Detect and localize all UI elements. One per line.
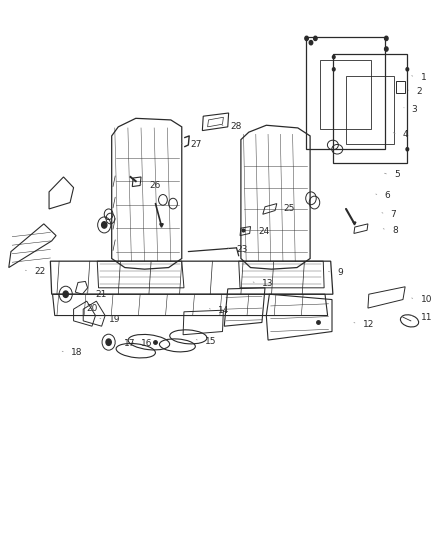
Circle shape — [305, 36, 308, 41]
Circle shape — [385, 36, 388, 41]
Circle shape — [406, 148, 409, 151]
Circle shape — [332, 68, 335, 71]
Text: 6: 6 — [385, 191, 390, 200]
Text: 2: 2 — [416, 87, 422, 96]
Text: 20: 20 — [87, 304, 98, 312]
Text: 9: 9 — [337, 269, 343, 277]
Text: 13: 13 — [262, 279, 273, 288]
Text: 3: 3 — [412, 105, 417, 114]
Text: 18: 18 — [71, 349, 82, 357]
Circle shape — [102, 222, 107, 228]
Text: 23: 23 — [237, 245, 248, 254]
Circle shape — [63, 291, 68, 297]
Text: 24: 24 — [258, 228, 270, 236]
Text: 16: 16 — [141, 340, 152, 348]
Circle shape — [314, 36, 317, 41]
Text: 7: 7 — [391, 210, 396, 219]
Text: 5: 5 — [394, 171, 400, 179]
Text: 15: 15 — [205, 337, 216, 345]
Text: 11: 11 — [420, 313, 432, 321]
Text: 1: 1 — [420, 73, 426, 82]
Text: 28: 28 — [231, 123, 242, 131]
Circle shape — [309, 41, 313, 45]
Text: 25: 25 — [284, 205, 295, 213]
Text: 21: 21 — [95, 290, 107, 298]
Text: 22: 22 — [34, 268, 46, 276]
Text: 26: 26 — [149, 181, 160, 190]
Text: 14: 14 — [218, 306, 230, 314]
Text: 27: 27 — [191, 141, 202, 149]
Text: 19: 19 — [109, 316, 120, 324]
Circle shape — [406, 68, 409, 71]
Circle shape — [106, 339, 111, 345]
Circle shape — [332, 55, 335, 59]
Text: 10: 10 — [420, 295, 432, 304]
Text: 12: 12 — [363, 320, 374, 328]
Text: 17: 17 — [124, 340, 135, 348]
Text: 8: 8 — [392, 226, 398, 235]
Text: 4: 4 — [403, 130, 409, 139]
Circle shape — [385, 47, 388, 51]
